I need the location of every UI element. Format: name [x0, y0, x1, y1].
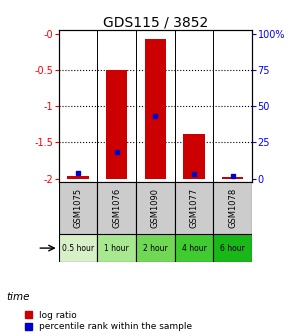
Text: 2 hour: 2 hour [143, 244, 168, 253]
Text: 6 hour: 6 hour [220, 244, 245, 253]
Bar [183, 134, 205, 178]
Text: 0.5 hour: 0.5 hour [62, 244, 94, 253]
Bar [67, 176, 88, 178]
Bar [106, 70, 127, 178]
Text: 1 hour: 1 hour [104, 244, 129, 253]
Bar [222, 177, 243, 178]
FancyBboxPatch shape [213, 182, 252, 234]
FancyBboxPatch shape [59, 234, 97, 262]
FancyBboxPatch shape [97, 234, 136, 262]
FancyBboxPatch shape [136, 182, 175, 234]
Text: time: time [6, 292, 29, 302]
FancyBboxPatch shape [213, 234, 252, 262]
Text: GSM1090: GSM1090 [151, 188, 160, 228]
Text: GSM1078: GSM1078 [228, 188, 237, 228]
FancyBboxPatch shape [59, 182, 97, 234]
FancyBboxPatch shape [136, 234, 175, 262]
Text: GSM1077: GSM1077 [190, 188, 198, 228]
Text: GSM1075: GSM1075 [74, 188, 82, 228]
Title: GDS115 / 3852: GDS115 / 3852 [103, 15, 208, 29]
Text: 4 hour: 4 hour [182, 244, 206, 253]
FancyBboxPatch shape [175, 182, 213, 234]
FancyBboxPatch shape [175, 234, 213, 262]
FancyBboxPatch shape [97, 182, 136, 234]
Bar [145, 39, 166, 178]
Text: GSM1076: GSM1076 [112, 188, 121, 228]
Legend: log ratio, percentile rank within the sample: log ratio, percentile rank within the sa… [25, 311, 193, 332]
